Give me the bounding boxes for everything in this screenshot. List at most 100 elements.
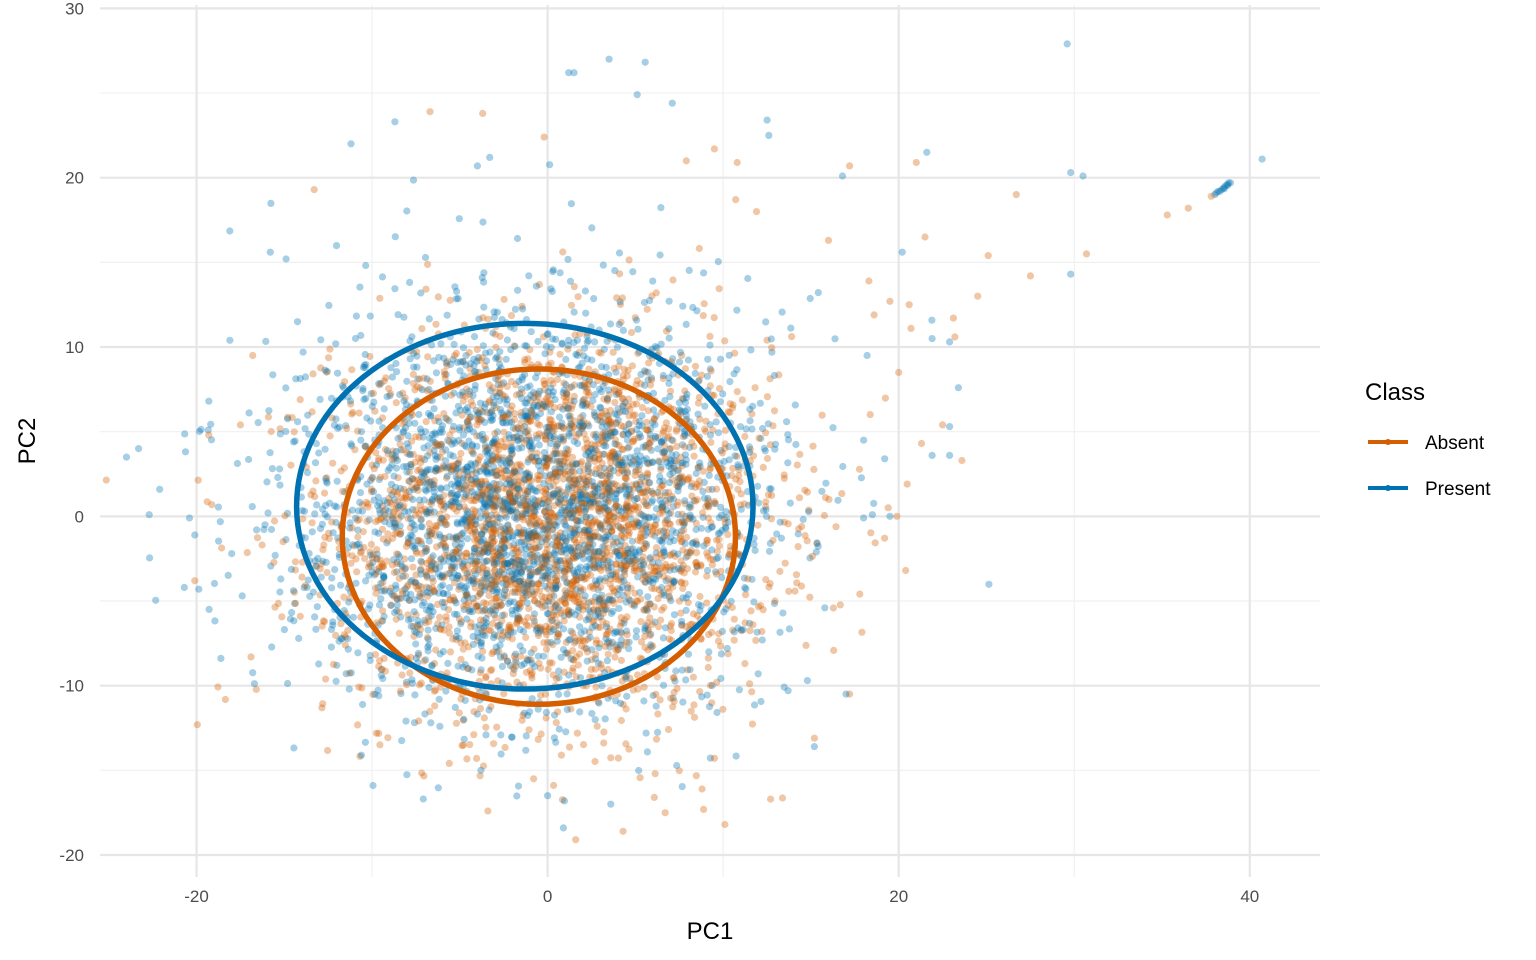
point-absent xyxy=(443,415,451,423)
point-absent xyxy=(600,728,608,736)
point-present xyxy=(690,496,698,505)
point-present xyxy=(632,633,640,641)
point-absent xyxy=(390,592,398,600)
point-absent xyxy=(431,442,439,450)
point-present xyxy=(616,586,624,594)
point-present xyxy=(392,523,400,531)
point-absent xyxy=(646,435,654,443)
point-present xyxy=(665,479,674,487)
point-present xyxy=(421,710,429,718)
point-present xyxy=(475,432,483,440)
point-present xyxy=(750,598,758,606)
point-absent xyxy=(608,584,616,592)
point-absent xyxy=(466,741,474,749)
point-present xyxy=(494,513,502,522)
point-present xyxy=(388,373,396,381)
point-present xyxy=(522,342,531,350)
point-present xyxy=(378,587,386,595)
point-absent xyxy=(389,534,397,543)
point-present xyxy=(770,371,779,380)
point-absent xyxy=(726,400,734,408)
point-present xyxy=(411,691,419,699)
point-absent xyxy=(627,428,635,436)
point-present xyxy=(432,464,440,472)
point-absent xyxy=(771,597,779,605)
point-present xyxy=(315,449,323,457)
point-present xyxy=(539,652,548,660)
point-present xyxy=(280,626,288,634)
point-absent xyxy=(858,628,866,636)
point-present xyxy=(704,355,712,363)
point-present xyxy=(570,308,578,316)
point-present xyxy=(414,375,422,383)
point-absent xyxy=(636,774,644,782)
point-absent xyxy=(329,459,337,467)
point-present xyxy=(649,578,657,587)
point-present xyxy=(452,534,460,542)
point-present xyxy=(388,514,396,522)
point-absent xyxy=(504,475,512,483)
point-present xyxy=(521,342,529,350)
point-present xyxy=(380,574,388,582)
point-absent xyxy=(615,441,623,450)
point-present xyxy=(523,383,531,391)
point-present xyxy=(542,342,551,351)
point-present xyxy=(498,635,506,643)
point-present xyxy=(381,511,389,519)
point-present xyxy=(423,375,431,383)
point-present xyxy=(444,659,452,668)
point-absent xyxy=(659,563,667,572)
point-present xyxy=(481,547,489,556)
point-present xyxy=(471,516,479,525)
point-absent xyxy=(466,413,474,421)
point-absent xyxy=(418,325,426,333)
point-present xyxy=(529,495,537,503)
point-absent xyxy=(619,466,627,474)
point-absent xyxy=(457,639,465,647)
point-absent xyxy=(621,474,629,482)
point-present xyxy=(377,595,385,603)
point-present xyxy=(464,518,472,527)
point-present xyxy=(342,422,350,430)
point-absent xyxy=(376,657,384,665)
point-absent xyxy=(474,456,482,464)
point-absent xyxy=(621,571,629,579)
point-present xyxy=(756,399,764,407)
point-absent xyxy=(539,519,548,527)
point-absent xyxy=(652,289,660,297)
point-absent xyxy=(606,625,614,633)
point-absent xyxy=(821,494,830,502)
point-present xyxy=(684,356,693,364)
point-present xyxy=(776,628,784,636)
point-present xyxy=(674,510,682,518)
point-present xyxy=(357,428,366,436)
point-present xyxy=(502,580,510,589)
point-absent xyxy=(484,445,492,453)
point-present xyxy=(656,477,664,485)
point-absent xyxy=(326,345,334,353)
point-absent xyxy=(418,769,426,777)
point-present xyxy=(412,629,420,637)
point-absent xyxy=(348,410,356,418)
point-present xyxy=(398,737,406,745)
point-present xyxy=(431,493,439,501)
point-present xyxy=(332,415,340,423)
point-absent xyxy=(387,390,395,398)
point-absent xyxy=(542,463,550,471)
point-present xyxy=(449,437,458,445)
point-absent xyxy=(426,707,434,716)
point-present xyxy=(502,513,510,521)
point-absent xyxy=(548,526,556,534)
point-absent xyxy=(508,451,516,459)
point-absent xyxy=(482,509,490,517)
point-absent xyxy=(559,475,567,483)
point-present xyxy=(576,421,584,429)
point-absent xyxy=(619,446,627,454)
point-absent xyxy=(516,486,524,494)
point-absent xyxy=(752,636,760,645)
point-present xyxy=(333,503,341,511)
point-present xyxy=(394,434,402,442)
point-present xyxy=(577,517,585,525)
point-absent xyxy=(595,613,603,622)
point-absent xyxy=(806,593,814,601)
